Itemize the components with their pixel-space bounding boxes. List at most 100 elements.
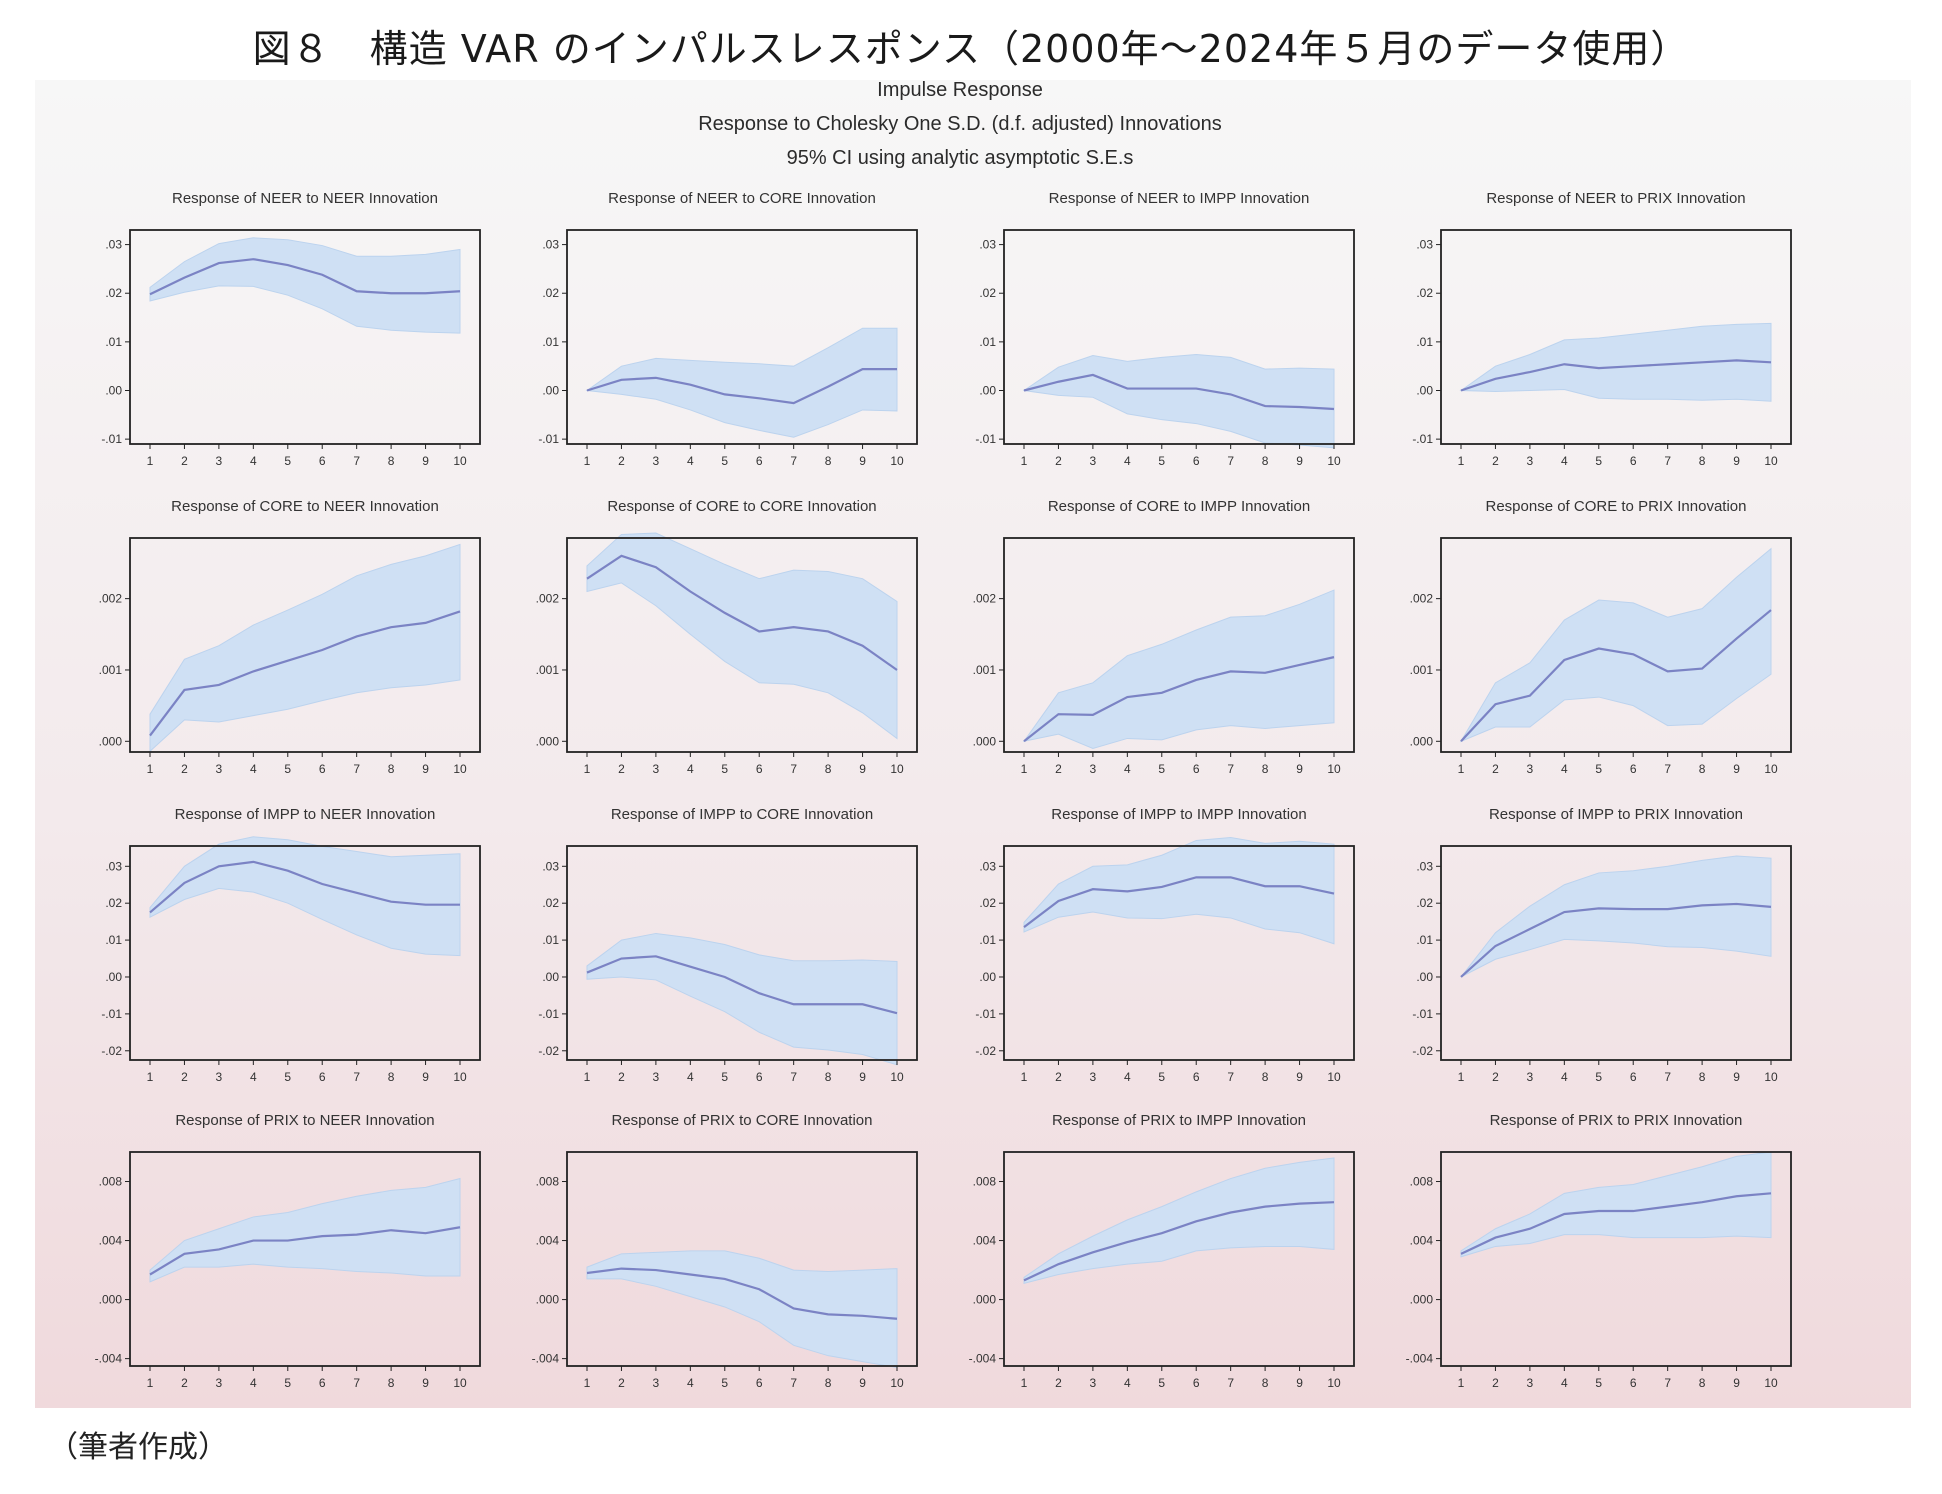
x-tick-label: 4 bbox=[1124, 454, 1131, 468]
x-tick-label: 5 bbox=[1158, 762, 1165, 776]
irf-panel-9: Response of IMPP to NEER Innovation .03 .0… bbox=[101, 806, 481, 1084]
x-tick-label: 7 bbox=[790, 762, 797, 776]
y-tick-label: -.01 bbox=[101, 1007, 122, 1021]
x-tick-label: 1 bbox=[1021, 454, 1028, 468]
plot-frame bbox=[1440, 537, 1792, 753]
response-line bbox=[1460, 609, 1772, 743]
x-tick-label: 3 bbox=[216, 1070, 223, 1084]
plot-frame bbox=[1003, 1151, 1355, 1367]
x-tick-label: 4 bbox=[1124, 762, 1131, 776]
x-tick-label: 1 bbox=[1458, 1376, 1465, 1390]
x-tick-label: 9 bbox=[1733, 454, 1740, 468]
confidence-band bbox=[586, 532, 898, 740]
x-tick-label: 2 bbox=[1492, 762, 1499, 776]
y-tick-label: .03 bbox=[542, 238, 559, 252]
confidence-band bbox=[149, 836, 461, 957]
x-tick-label: 4 bbox=[1561, 1070, 1568, 1084]
x-tick-label: 10 bbox=[453, 762, 467, 776]
x-tick-label: 3 bbox=[1527, 1070, 1534, 1084]
x-tick-label: 8 bbox=[388, 454, 395, 468]
confidence-band bbox=[149, 237, 461, 334]
x-tick-label: 2 bbox=[181, 454, 188, 468]
x-tick-label: 9 bbox=[1296, 454, 1303, 468]
y-tick-label: -.01 bbox=[975, 1007, 996, 1021]
y-tick-label: .01 bbox=[1416, 933, 1433, 947]
x-tick-label: 7 bbox=[1664, 762, 1671, 776]
y-tick-label: -.02 bbox=[1412, 1044, 1433, 1058]
plot-frame bbox=[566, 537, 918, 753]
x-tick-label: 10 bbox=[890, 454, 904, 468]
y-tick-label: .008 bbox=[1410, 1175, 1434, 1189]
y-tick-label: .03 bbox=[105, 859, 122, 873]
confidence-band bbox=[1459, 547, 1772, 743]
x-tick-label: 4 bbox=[250, 1070, 257, 1084]
x-tick-label: 8 bbox=[388, 1070, 395, 1084]
confidence-band bbox=[1023, 837, 1335, 945]
y-tick-label: -.02 bbox=[101, 1044, 122, 1058]
x-tick-label: 4 bbox=[1561, 1376, 1568, 1390]
confidence-band bbox=[1022, 589, 1335, 749]
x-tick-label: 4 bbox=[1124, 1070, 1131, 1084]
x-tick-label: 4 bbox=[250, 1376, 257, 1390]
source-note: （筆者作成） bbox=[48, 1430, 228, 1465]
plot-frame bbox=[1440, 845, 1792, 1061]
x-tick-label: 5 bbox=[1158, 1376, 1165, 1390]
x-tick-label: 5 bbox=[284, 762, 291, 776]
x-tick-label: 1 bbox=[584, 1070, 591, 1084]
response-line bbox=[586, 368, 897, 405]
x-tick-label: 9 bbox=[422, 1070, 429, 1084]
x-tick-label: 7 bbox=[1227, 1376, 1234, 1390]
y-tick-label: .03 bbox=[1416, 859, 1433, 873]
panel-title: Response of IMPP to CORE Innovation bbox=[611, 806, 873, 823]
x-tick-label: 3 bbox=[1090, 454, 1097, 468]
x-tick-label: 5 bbox=[1595, 454, 1602, 468]
x-tick-label: 10 bbox=[1764, 762, 1778, 776]
x-tick-label: 6 bbox=[756, 762, 763, 776]
x-tick-label: 7 bbox=[353, 1376, 360, 1390]
x-tick-label: 5 bbox=[1158, 1070, 1165, 1084]
panel-title: Response of CORE to CORE Innovation bbox=[607, 498, 876, 515]
x-tick-label: 9 bbox=[859, 762, 866, 776]
irf-panel-1: Response of NEER to NEER Innovation .03 .0… bbox=[101, 190, 481, 468]
response-line bbox=[149, 258, 461, 296]
x-tick-label: 8 bbox=[825, 1070, 832, 1084]
x-tick-label: 9 bbox=[1733, 762, 1740, 776]
x-tick-label: 2 bbox=[618, 1376, 625, 1390]
x-tick-label: 5 bbox=[1595, 1376, 1602, 1390]
x-tick-label: 3 bbox=[653, 454, 660, 468]
y-tick-label: .002 bbox=[99, 592, 123, 606]
y-tick-label: -.01 bbox=[1412, 432, 1433, 446]
x-tick-label: 2 bbox=[1492, 1376, 1499, 1390]
y-tick-label: .02 bbox=[1416, 896, 1433, 910]
x-tick-label: 3 bbox=[216, 1376, 223, 1390]
x-tick-label: 6 bbox=[756, 454, 763, 468]
x-tick-label: 9 bbox=[859, 454, 866, 468]
x-tick-label: 7 bbox=[1664, 1070, 1671, 1084]
y-tick-label: .00 bbox=[1416, 384, 1433, 398]
y-tick-label: .00 bbox=[105, 970, 122, 984]
x-tick-label: 1 bbox=[147, 454, 154, 468]
y-tick-label: .01 bbox=[979, 933, 996, 947]
x-tick-label: 6 bbox=[1630, 762, 1637, 776]
x-tick-label: 2 bbox=[181, 762, 188, 776]
y-tick-label: -.004 bbox=[532, 1352, 560, 1366]
y-tick-label: .002 bbox=[1410, 592, 1434, 606]
panel-title: Response of NEER to NEER Innovation bbox=[172, 190, 438, 207]
x-tick-label: 1 bbox=[1458, 1070, 1465, 1084]
y-tick-label: .02 bbox=[542, 896, 559, 910]
y-tick-label: .002 bbox=[973, 592, 997, 606]
y-tick-label: .02 bbox=[979, 286, 996, 300]
x-tick-label: 2 bbox=[181, 1376, 188, 1390]
irf-panel-5: Response of CORE to NEER Innovation .002.… bbox=[99, 498, 481, 776]
y-tick-label: .001 bbox=[1410, 663, 1434, 677]
header-line-3: 95% CI using analytic asymptotic S.E.s bbox=[787, 147, 1134, 169]
x-tick-label: 3 bbox=[1527, 454, 1534, 468]
x-tick-label: 5 bbox=[721, 762, 728, 776]
y-tick-label: .03 bbox=[105, 238, 122, 252]
x-tick-label: 2 bbox=[1055, 1070, 1062, 1084]
x-tick-label: 8 bbox=[1699, 454, 1706, 468]
x-tick-label: 6 bbox=[319, 1070, 326, 1084]
x-tick-label: 8 bbox=[825, 1376, 832, 1390]
x-tick-label: 4 bbox=[687, 454, 694, 468]
x-tick-label: 8 bbox=[1699, 1070, 1706, 1084]
